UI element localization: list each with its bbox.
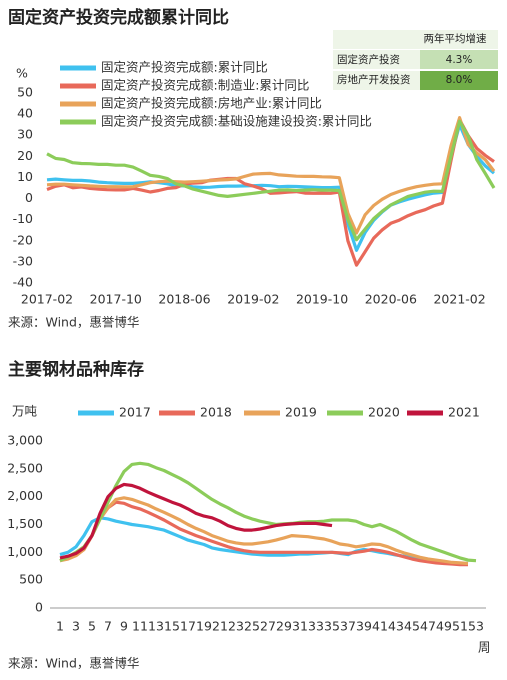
x-tick-label: 35 bbox=[324, 619, 340, 634]
chart-title: 主要钢材品种库存 bbox=[8, 359, 144, 380]
x-tick-label: 53 bbox=[468, 619, 484, 634]
y-tick-label: 2,000 bbox=[7, 488, 43, 503]
x-tick-label: 5 bbox=[88, 619, 96, 634]
y-tick-label: 0 bbox=[25, 190, 33, 205]
x-tick-label: 47 bbox=[420, 619, 436, 634]
y-tick-label: -40 bbox=[13, 275, 33, 290]
legend-label: 固定资产投资完成额:累计同比 bbox=[101, 60, 268, 75]
x-tick-label: 2021-02 bbox=[433, 292, 485, 307]
x-tick-label: 39 bbox=[356, 619, 372, 634]
x-tick-label: 19 bbox=[196, 619, 212, 634]
y-tick-label: 30 bbox=[17, 127, 33, 142]
series-line bbox=[46, 119, 496, 242]
table-cell-text: 固定资产投资 bbox=[337, 53, 400, 66]
table-cell bbox=[420, 50, 498, 69]
y-tick-label: 1,000 bbox=[7, 544, 43, 559]
x-tick-label: 29 bbox=[276, 619, 292, 634]
y-tick-label: 2,500 bbox=[7, 460, 43, 475]
x-tick-label: 41 bbox=[372, 619, 388, 634]
x-tick-label: 23 bbox=[228, 619, 244, 634]
x-tick-label: 3 bbox=[72, 619, 80, 634]
legend-label: 固定资产投资完成额:基础设施建设投资:累计同比 bbox=[101, 114, 372, 129]
growth-table: 两年平均增速 固定资产投资 4.3% 房地产开发投资 8.0% bbox=[333, 30, 498, 90]
legend-label: 固定资产投资完成额:制造业:累计同比 bbox=[101, 78, 309, 93]
x-tick-label: 2018-06 bbox=[158, 292, 210, 307]
chart-title: 固定资产投资完成额累计同比 bbox=[8, 7, 229, 28]
y-tick-label: 1,500 bbox=[7, 516, 43, 531]
table-cell bbox=[420, 71, 498, 90]
legend-label: 2021 bbox=[448, 405, 480, 420]
table-cell-text: 房地产开发投资 bbox=[337, 73, 411, 86]
legend-label: 2020 bbox=[368, 405, 400, 420]
table-header: 两年平均增速 bbox=[424, 32, 487, 45]
x-tick-label: 51 bbox=[452, 619, 468, 634]
y-tick-label: 40 bbox=[17, 106, 33, 121]
source-note: 来源：Wind，惠誉博华 bbox=[8, 315, 139, 330]
x-tick-label: 2019-02 bbox=[227, 292, 279, 307]
legend-label: 2017 bbox=[119, 405, 151, 420]
y-tick-label: 500 bbox=[19, 572, 43, 587]
table-cell-text: 8.0% bbox=[446, 74, 473, 86]
x-tick-label: 2017-02 bbox=[21, 292, 73, 307]
x-tick-label: 33 bbox=[308, 619, 324, 634]
series-line bbox=[46, 118, 495, 267]
x-tick-label: 11 bbox=[132, 619, 148, 634]
x-tick-label: 45 bbox=[404, 619, 420, 634]
y-tick-label: 50 bbox=[17, 85, 33, 100]
y-tick-label: 10 bbox=[17, 169, 33, 184]
series-line bbox=[46, 116, 496, 235]
y-tick-label: 20 bbox=[17, 148, 33, 163]
series-line bbox=[59, 496, 469, 566]
y-axis-unit: 万吨 bbox=[12, 404, 38, 419]
x-tick-label: 9 bbox=[120, 619, 128, 634]
x-tick-label: 7 bbox=[104, 619, 112, 634]
series-line bbox=[46, 123, 496, 252]
source-note: 来源：Wind，惠誉博华 bbox=[8, 656, 139, 671]
x-tick-label: 25 bbox=[244, 619, 260, 634]
table-cell-text: 4.3% bbox=[446, 54, 473, 66]
series-line bbox=[59, 500, 468, 567]
legend-label: 2019 bbox=[285, 405, 317, 420]
y-tick-label: 3,000 bbox=[7, 433, 43, 448]
series-line bbox=[59, 461, 477, 563]
y-tick-label: 0 bbox=[35, 600, 43, 615]
y-tick-label: -30 bbox=[13, 253, 33, 268]
legend-label: 2018 bbox=[200, 405, 232, 420]
x-tick-label: 37 bbox=[340, 619, 356, 634]
y-axis-unit: % bbox=[16, 66, 28, 81]
series-line bbox=[59, 482, 333, 560]
x-tick-label: 27 bbox=[260, 619, 276, 634]
x-tick-label: 2017-10 bbox=[90, 292, 142, 307]
x-tick-label: 2019-10 bbox=[296, 292, 348, 307]
x-tick-label: 15 bbox=[164, 619, 180, 634]
x-tick-label: 21 bbox=[212, 619, 228, 634]
x-tick-label: 17 bbox=[180, 619, 196, 634]
x-tick-label: 13 bbox=[148, 619, 164, 634]
x-tick-label: 2020-06 bbox=[365, 292, 417, 307]
legend-label: 固定资产投资完成额:房地产业:累计同比 bbox=[101, 96, 322, 111]
y-tick-label: -10 bbox=[13, 211, 33, 226]
x-tick-label: 49 bbox=[436, 619, 452, 634]
y-tick-label: -20 bbox=[13, 232, 33, 247]
x-tick-label: 43 bbox=[388, 619, 404, 634]
x-tick-label: 31 bbox=[292, 619, 308, 634]
x-tick-label: 1 bbox=[56, 619, 64, 634]
x-axis-label: 周 bbox=[478, 640, 491, 655]
